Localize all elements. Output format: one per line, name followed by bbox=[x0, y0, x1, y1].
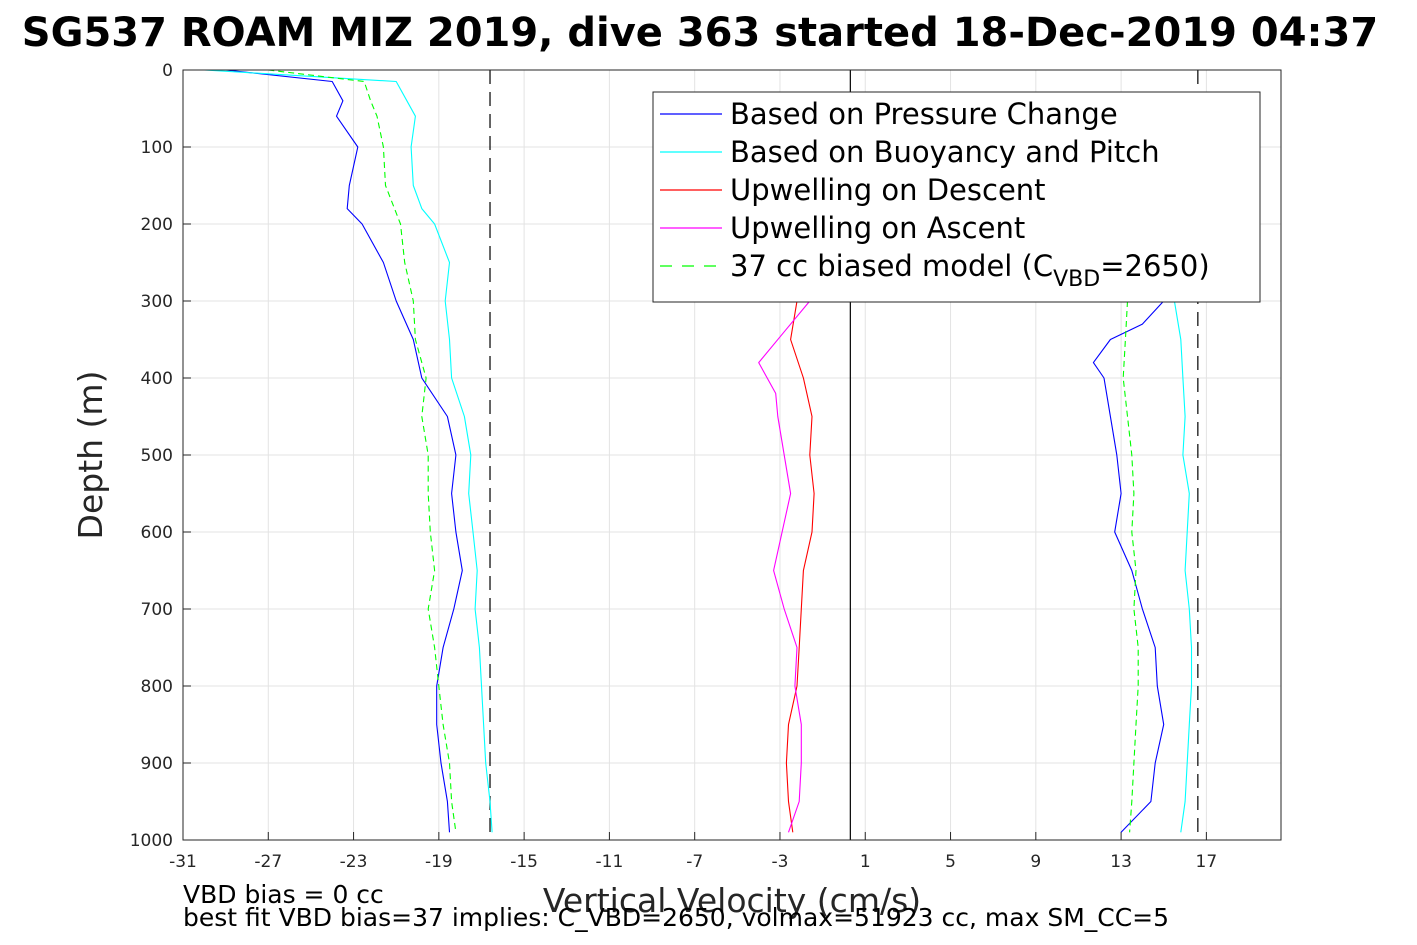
annotation-best-fit: best fit VBD bias=37 implies: C_VBD=2650… bbox=[183, 903, 1169, 932]
legend: Based on Pressure Change Based on Buoyanc… bbox=[652, 91, 1261, 303]
legend-label: 37 cc biased model (CVBD=2650) bbox=[730, 249, 1210, 292]
legend-label: Upwelling on Descent bbox=[730, 173, 1046, 207]
x-tick-label: -3 bbox=[771, 852, 788, 872]
y-tick-label: 900 bbox=[141, 754, 173, 774]
x-tick-label: 5 bbox=[945, 852, 956, 872]
y-tick-label: 700 bbox=[141, 600, 173, 620]
legend-label: Based on Pressure Change bbox=[730, 97, 1118, 131]
legend-label-subscript: VBD bbox=[1053, 267, 1100, 292]
series-upwell_ascent bbox=[758, 300, 811, 833]
legend-label: Based on Buoyancy and Pitch bbox=[730, 135, 1160, 169]
series-model_ascent bbox=[1122, 300, 1139, 833]
x-tick-label: -11 bbox=[596, 852, 624, 872]
legend-label-text: Upwelling on Ascent bbox=[730, 211, 1025, 245]
legend-label-text: 37 cc biased model (C bbox=[730, 249, 1053, 283]
series-model_descent bbox=[268, 70, 457, 833]
x-tick-label: -15 bbox=[510, 852, 538, 872]
x-tick-label: 9 bbox=[1030, 852, 1041, 872]
y-tick-label: 1000 bbox=[130, 831, 173, 851]
legend-box bbox=[652, 91, 1261, 303]
y-tick-labels: 0 100 200 300 400 500 600 700 800 900 1000 bbox=[130, 61, 173, 851]
plot-frame bbox=[182, 69, 1282, 841]
y-tick-label: 800 bbox=[141, 677, 173, 697]
y-tick-label: 0 bbox=[162, 61, 173, 81]
series-buoyancy_ascent bbox=[1173, 300, 1193, 833]
y-tick-label: 500 bbox=[141, 446, 173, 466]
annotation-vbd-bias: VBD bias = 0 cc bbox=[183, 880, 384, 909]
y-tick-label: 400 bbox=[141, 369, 173, 389]
series-upwell_descent bbox=[785, 300, 815, 833]
y-tick-label: 600 bbox=[141, 523, 173, 543]
x-tick-label: -7 bbox=[686, 852, 703, 872]
legend-label: Upwelling on Ascent bbox=[730, 211, 1025, 245]
x-tick-label: -27 bbox=[254, 852, 282, 872]
series-buoyancy_descent bbox=[204, 70, 493, 833]
x-tick-labels: -31 -27 -23 -19 -15 -11 -7 -3 1 5 9 13 17 bbox=[169, 852, 1217, 872]
x-axis-label: Vertical Velocity (cm/s) bbox=[543, 881, 921, 920]
legend-label-suffix: =2650) bbox=[1100, 249, 1209, 283]
x-tick-label: -23 bbox=[340, 852, 368, 872]
series-group bbox=[204, 70, 1193, 833]
series-pressure_descent bbox=[225, 70, 463, 833]
chart-title: SG537 ROAM MIZ 2019, dive 363 started 18… bbox=[22, 10, 1378, 56]
x-tick-label: 13 bbox=[1110, 852, 1132, 872]
y-tick-label: 200 bbox=[141, 215, 173, 235]
x-tick-label: -31 bbox=[169, 852, 197, 872]
y-axis-label: Depth (m) bbox=[71, 371, 110, 540]
x-tick-label: -19 bbox=[425, 852, 453, 872]
series-pressure_ascent bbox=[1092, 300, 1165, 833]
legend-label-text: Based on Buoyancy and Pitch bbox=[730, 135, 1160, 169]
y-tick-label: 300 bbox=[141, 292, 173, 312]
y-tick-label: 100 bbox=[141, 138, 173, 158]
legend-label-text: Upwelling on Descent bbox=[730, 173, 1046, 207]
x-tick-label: 17 bbox=[1196, 852, 1218, 872]
x-tick-label: 1 bbox=[860, 852, 871, 872]
legend-label-text: Based on Pressure Change bbox=[730, 97, 1118, 131]
